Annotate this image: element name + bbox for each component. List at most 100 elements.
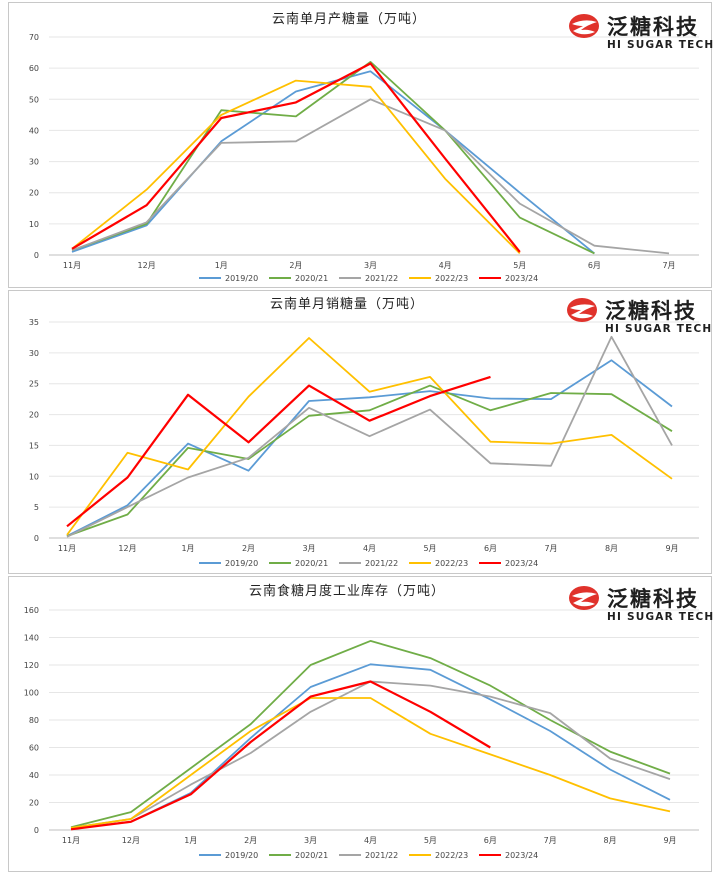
x-tick-label: 8月 bbox=[605, 544, 618, 553]
x-tick-label: 6月 bbox=[484, 544, 497, 553]
gridlines bbox=[49, 321, 699, 539]
x-tick-label: 4月 bbox=[364, 836, 377, 845]
logo-name-cn: 泛糖科技 bbox=[607, 15, 699, 39]
series-line-2021-22 bbox=[71, 98, 670, 255]
y-tick-label: 70 bbox=[29, 33, 39, 42]
legend-item: 2022/23 bbox=[409, 851, 468, 860]
legend-label: 2022/23 bbox=[435, 274, 468, 283]
x-tick-label: 12月 bbox=[122, 836, 140, 845]
legend-item: 2023/24 bbox=[479, 274, 538, 283]
y-tick-label: 100 bbox=[24, 689, 39, 698]
y-tick-label: 50 bbox=[29, 95, 39, 104]
y-tick-label: 15 bbox=[29, 441, 39, 450]
x-tick-label: 1月 bbox=[184, 836, 197, 845]
logo-wave-icon bbox=[572, 20, 597, 35]
gridlines bbox=[49, 609, 699, 831]
series-line-2019-20 bbox=[70, 663, 671, 830]
legend-item: 2021/22 bbox=[339, 851, 398, 860]
logo-name-en: HI SUGAR TECH bbox=[607, 39, 713, 51]
x-tick-label: 1月 bbox=[181, 544, 194, 553]
logo-name-en: HI SUGAR TECH bbox=[605, 323, 712, 335]
series-line-2023-24 bbox=[66, 375, 491, 528]
legend-item: 2019/20 bbox=[199, 851, 258, 860]
y-tick-label: 35 bbox=[29, 318, 39, 327]
legend-label: 2020/21 bbox=[295, 559, 328, 568]
x-tick-label: 7月 bbox=[544, 544, 557, 553]
y-tick-label: 40 bbox=[29, 771, 39, 780]
chart-title: 云南单月销糖量（万吨） bbox=[270, 296, 424, 312]
x-tick-label: 6月 bbox=[484, 836, 497, 845]
x-tick-label: 5月 bbox=[513, 261, 526, 270]
legend-item: 2020/21 bbox=[269, 559, 328, 568]
legend-label: 2021/22 bbox=[365, 851, 398, 860]
logo-wave-icon bbox=[572, 592, 597, 607]
y-tick-label: 5 bbox=[34, 503, 39, 512]
y-tick-label: 40 bbox=[29, 126, 39, 135]
x-tick-label: 7月 bbox=[544, 836, 557, 845]
legend-label: 2023/24 bbox=[505, 559, 538, 568]
chart-title: 云南单月产糖量（万吨） bbox=[272, 11, 426, 27]
chart-panel-sugar-sales: 云南单月销糖量（万吨） 0 5 10 15 20 25 30 35 11月 12月 1月 2月 3月 4月 5… bbox=[8, 290, 712, 574]
x-tick-label: 5月 bbox=[423, 544, 436, 553]
legend-label: 2019/20 bbox=[225, 274, 258, 283]
y-tick-label: 120 bbox=[24, 661, 39, 670]
chart-panel-sugar-inventory: 云南食糖月度工业库存（万吨） 0 20 40 60 80 100 120 140 160 11月 12… bbox=[8, 576, 713, 872]
legend-label: 2023/24 bbox=[505, 274, 538, 283]
x-tick-label: 11月 bbox=[63, 261, 81, 270]
series-line-2020-21 bbox=[71, 61, 595, 255]
legend-item: 2020/21 bbox=[269, 851, 328, 860]
legend-item: 2022/23 bbox=[409, 559, 468, 568]
logo-name-en: HI SUGAR TECH bbox=[607, 611, 713, 623]
y-tick-label: 30 bbox=[29, 349, 39, 358]
legend-label: 2019/20 bbox=[225, 559, 258, 568]
legend-item: 2023/24 bbox=[479, 851, 538, 860]
x-tick-label: 3月 bbox=[302, 544, 315, 553]
y-tick-label: 20 bbox=[29, 189, 39, 198]
logo-name-cn: 泛糖科技 bbox=[605, 299, 697, 323]
x-tick-label: 6月 bbox=[588, 261, 601, 270]
y-tick-label: 140 bbox=[24, 634, 39, 643]
y-tick-label: 60 bbox=[29, 64, 39, 73]
legend-item: 2019/20 bbox=[199, 559, 258, 568]
y-tick-label: 10 bbox=[29, 220, 39, 229]
legend-item: 2022/23 bbox=[409, 274, 468, 283]
y-tick-label: 160 bbox=[24, 606, 39, 615]
legend-label: 2020/21 bbox=[295, 851, 328, 860]
legend-label: 2021/22 bbox=[365, 559, 398, 568]
y-tick-label: 10 bbox=[29, 472, 39, 481]
chart-sugar-sales: 云南单月销糖量（万吨） 0 5 10 15 20 25 30 35 11月 12月 1月 2月 3月 4月 5… bbox=[29, 296, 712, 568]
series-line-2022-23 bbox=[71, 79, 521, 255]
legend-label: 2019/20 bbox=[225, 851, 258, 860]
legend-item: 2021/22 bbox=[339, 559, 398, 568]
x-tick-label: 2月 bbox=[289, 261, 302, 270]
x-tick-label: 8月 bbox=[604, 836, 617, 845]
x-tick-label: 11月 bbox=[62, 836, 80, 845]
logo-wave-icon bbox=[570, 304, 595, 319]
series-line-2019-20 bbox=[71, 70, 595, 255]
x-tick-label: 12月 bbox=[138, 261, 156, 270]
x-tick-label: 11月 bbox=[58, 544, 76, 553]
y-tick-label: 30 bbox=[29, 158, 39, 167]
logo-name-cn: 泛糖科技 bbox=[607, 587, 699, 611]
legend-label: 2022/23 bbox=[435, 559, 468, 568]
series-line-2022-23 bbox=[66, 337, 673, 536]
x-tick-label: 4月 bbox=[439, 261, 452, 270]
y-tick-label: 0 bbox=[34, 534, 39, 543]
legend-item: 2021/22 bbox=[339, 274, 398, 283]
legend-label: 2021/22 bbox=[365, 274, 398, 283]
x-tick-label: 12月 bbox=[118, 544, 136, 553]
y-tick-label: 20 bbox=[29, 799, 39, 808]
y-tick-label: 0 bbox=[34, 251, 39, 260]
y-tick-label: 20 bbox=[29, 411, 39, 420]
series-line-2022-23 bbox=[70, 697, 671, 829]
legend-item: 2020/21 bbox=[269, 274, 328, 283]
chart-panel-sugar-production: 云南单月产糖量（万吨） 0 10 20 30 40 50 60 70 11月 12月 1月 2月 3月 4月… bbox=[8, 2, 713, 288]
chart-sugar-production: 云南单月产糖量（万吨） 0 10 20 30 40 50 60 70 11月 12月 1月 2月 3月 4月… bbox=[29, 11, 713, 283]
x-tick-label: 1月 bbox=[215, 261, 228, 270]
legend-label: 2022/23 bbox=[435, 851, 468, 860]
y-tick-label: 25 bbox=[29, 380, 39, 389]
legend-label: 2020/21 bbox=[295, 274, 328, 283]
